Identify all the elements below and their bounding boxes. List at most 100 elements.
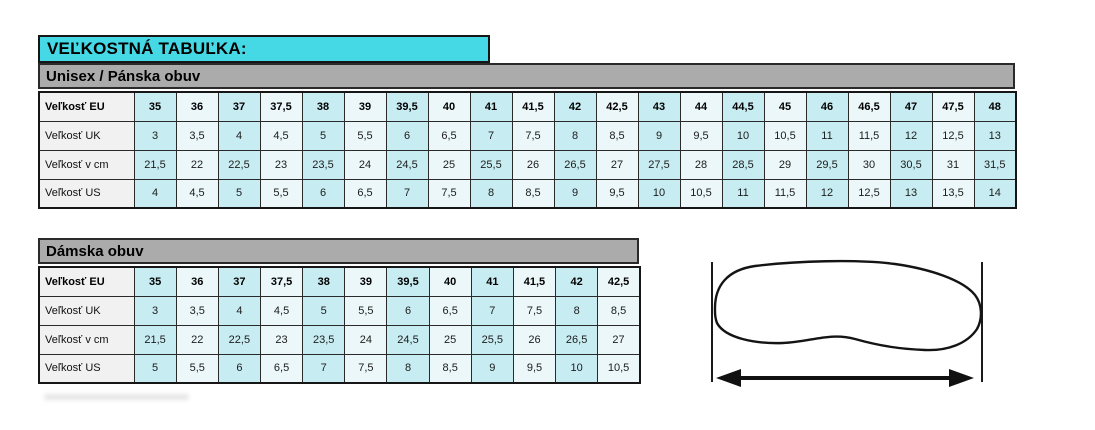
size-table: Veľkosť EU 35 36 37 37,5 38 39 39,5 40 41 41,5 42 42… — [38, 266, 641, 384]
size-cell: 13,5 — [931, 178, 975, 209]
size-cell: 8,5 — [511, 178, 555, 209]
size-cell: 40 — [428, 266, 472, 297]
size-cell: 42 — [555, 266, 599, 297]
size-cell: 41 — [470, 266, 514, 297]
size-cell: 42,5 — [595, 91, 639, 122]
size-cell: 35 — [133, 266, 177, 297]
size-cell: 22,5 — [217, 149, 261, 180]
size-cell: 4 — [217, 295, 261, 326]
size-cell: 6,5 — [427, 120, 471, 151]
size-cell: 37 — [217, 91, 261, 122]
size-cell: 7 — [302, 353, 346, 384]
size-cell: 8 — [386, 353, 430, 384]
size-cell: 30,5 — [889, 149, 933, 180]
size-row: Veľkosť UK 3 3,5 4 4,5 5 5,5 6 6,5 7 7,5 8 8,5 — [38, 295, 641, 326]
size-cell: 22,5 — [217, 324, 261, 355]
size-table-womens: Dámska obuv Veľkosť EU 35 36 37 37,5 38 39 39,5 4… — [38, 238, 641, 384]
size-cell: 41,5 — [512, 266, 557, 297]
size-row: Veľkosť US 4 4,5 5 5,5 6 6,5 7 7,5 8 8,5 9 9,5 10 10,5… — [38, 178, 1017, 209]
size-row-label: Veľkosť EU — [38, 91, 135, 122]
size-cell: 35 — [133, 91, 177, 122]
size-cell: 47,5 — [931, 91, 975, 122]
size-cell: 23 — [259, 324, 304, 355]
size-cell: 44,5 — [721, 91, 765, 122]
size-cell: 23,5 — [301, 149, 345, 180]
size-row: Veľkosť UK 3 3,5 4 4,5 5 5,5 6 6,5 7 7,5 8 8,5 9 9,5 10… — [38, 120, 1017, 151]
size-cell: 6 — [217, 353, 261, 384]
size-cell: 6 — [301, 178, 345, 209]
size-cell: 6,5 — [343, 178, 387, 209]
size-cell: 11,5 — [763, 178, 807, 209]
size-cell: 10 — [721, 120, 765, 151]
size-table-section-header: Dámska obuv — [38, 238, 639, 264]
size-cell: 13 — [973, 120, 1017, 151]
size-cell: 47 — [889, 91, 933, 122]
size-cell: 4 — [217, 120, 261, 151]
size-cell: 9,5 — [595, 178, 639, 209]
size-cell: 38 — [302, 266, 346, 297]
size-cell: 9 — [470, 353, 514, 384]
size-cell: 39 — [344, 266, 388, 297]
size-cell: 7 — [385, 178, 429, 209]
size-cell: 10,5 — [763, 120, 807, 151]
size-row: Veľkosť EU 35 36 37 37,5 38 39 39,5 40 41 41,5 42 42… — [38, 91, 1017, 122]
size-cell: 24,5 — [385, 149, 429, 180]
size-cell: 38 — [301, 91, 345, 122]
size-cell: 24,5 — [386, 324, 430, 355]
size-cell: 6 — [386, 295, 430, 326]
size-cell: 26 — [511, 149, 555, 180]
size-cell: 10,5 — [597, 353, 641, 384]
size-cell: 14 — [973, 178, 1017, 209]
size-cell: 4,5 — [259, 120, 303, 151]
size-cell: 9 — [553, 178, 597, 209]
size-cell: 26,5 — [555, 324, 599, 355]
size-cell: 6 — [385, 120, 429, 151]
size-row: Veľkosť US 5 5,5 6 6,5 7 7,5 8 8,5 9 9,5 10 10,5 — [38, 353, 641, 384]
size-cell: 8 — [553, 120, 597, 151]
size-cell: 37,5 — [259, 266, 304, 297]
size-cell: 37,5 — [259, 91, 303, 122]
size-cell: 9,5 — [512, 353, 557, 384]
size-cell: 12 — [805, 178, 849, 209]
size-cell: 21,5 — [133, 149, 177, 180]
size-cell: 27,5 — [637, 149, 681, 180]
size-cell: 36 — [175, 266, 219, 297]
size-cell: 25,5 — [469, 149, 513, 180]
size-cell: 39 — [343, 91, 387, 122]
size-cell: 39,5 — [385, 91, 429, 122]
size-cell: 11,5 — [847, 120, 891, 151]
scan-artifact — [44, 394, 189, 400]
size-cell: 41,5 — [511, 91, 555, 122]
size-cell: 10 — [637, 178, 681, 209]
size-cell: 25,5 — [470, 324, 514, 355]
size-cell: 28,5 — [721, 149, 765, 180]
size-cell: 8 — [469, 178, 513, 209]
size-row: Veľkosť v cm 21,5 22 22,5 23 23,5 24 24,5 25 25,5… — [38, 149, 1017, 180]
size-cell: 5,5 — [344, 295, 388, 326]
size-cell: 23 — [259, 149, 303, 180]
size-cell: 41 — [469, 91, 513, 122]
size-table: Veľkosť EU 35 36 37 37,5 38 39 39,5 40 41 41,5 42 42… — [38, 91, 1017, 209]
size-cell: 4,5 — [175, 178, 219, 209]
size-cell: 7,5 — [427, 178, 471, 209]
size-cell: 12,5 — [847, 178, 891, 209]
size-cell: 5 — [301, 120, 345, 151]
size-cell: 10,5 — [679, 178, 723, 209]
size-cell: 28 — [679, 149, 723, 180]
size-cell: 27 — [597, 324, 641, 355]
size-cell: 6,5 — [428, 295, 472, 326]
size-row-label: Veľkosť US — [38, 353, 135, 384]
size-cell: 31,5 — [973, 149, 1017, 180]
length-arrowhead-left — [716, 369, 741, 387]
size-cell: 9,5 — [679, 120, 723, 151]
size-cell: 29,5 — [805, 149, 849, 180]
size-row-label: Veľkosť UK — [38, 295, 135, 326]
size-cell: 5,5 — [175, 353, 219, 384]
size-row-label: Veľkosť v cm — [38, 324, 135, 355]
size-row-label: Veľkosť EU — [38, 266, 135, 297]
size-cell: 37 — [217, 266, 261, 297]
size-cell: 36 — [175, 91, 219, 122]
size-cell: 8,5 — [595, 120, 639, 151]
size-row-label: Veľkosť UK — [38, 120, 135, 151]
